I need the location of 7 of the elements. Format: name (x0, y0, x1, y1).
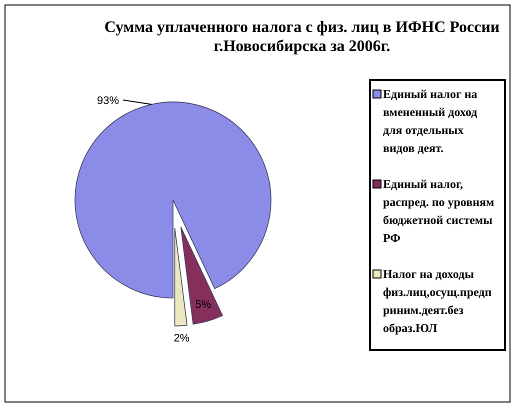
data-label: 93% (96, 95, 120, 107)
chart-title: Сумма уплаченного налога с физ. лиц в ИФНС России г.Новосибирска за 2006г. (104, 19, 500, 55)
legend-label: Налог на доходы физ.лиц,осущ.предприним.деят.без образ.ЮЛ (383, 267, 492, 335)
data-label: 2% (174, 332, 190, 344)
data-label: 5% (195, 299, 212, 312)
legend-label: Единый налог на вмененный доход для отдельных видов деят. (383, 87, 478, 155)
legend-label: Единый налог, распред. по уровням бюджетной системы РФ (383, 177, 494, 245)
